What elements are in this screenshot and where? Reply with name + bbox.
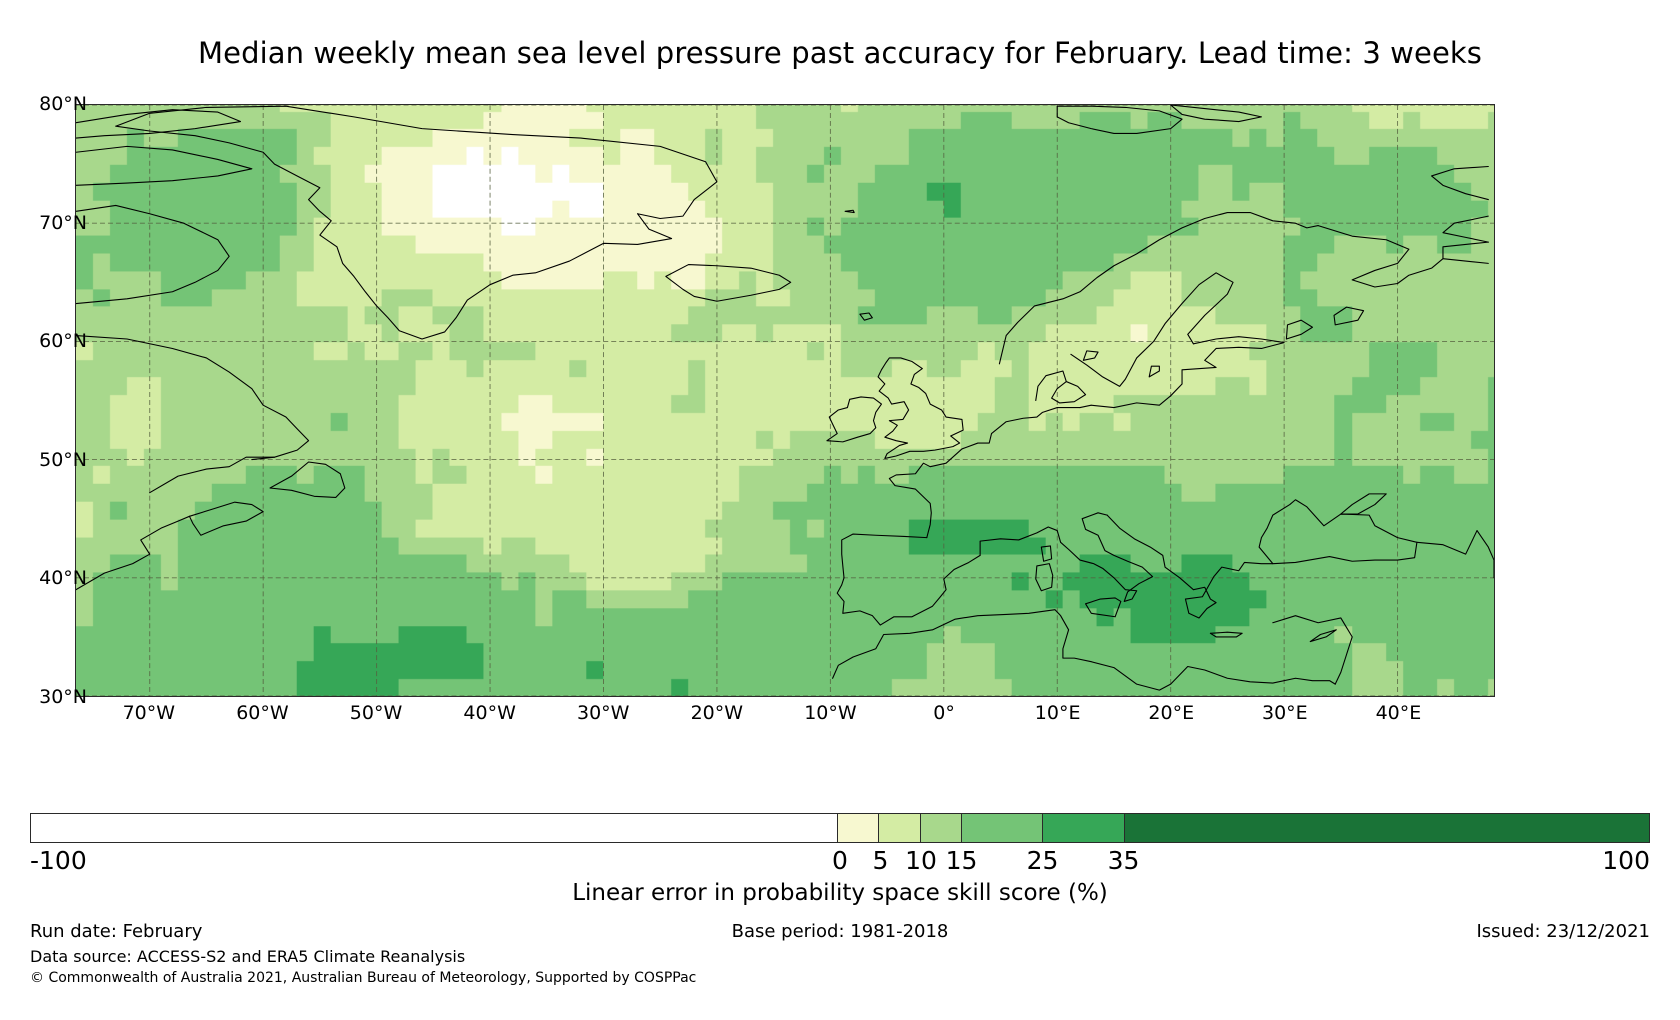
colorbar-tick-2: 5 [872,846,889,875]
lat-tick-40: 40°N [39,567,87,590]
lat-tick-50: 50°N [39,448,87,471]
colorbar-band-3 [920,814,962,842]
colorbar-tick-6: 35 [1107,846,1140,875]
colorbar-tick-4: 15 [945,846,978,875]
map-plot-area [75,104,1495,697]
colorbar-swatches [30,813,1650,843]
colorbar-band-0 [31,814,838,842]
colorbar-band-6 [1125,814,1649,842]
lat-tick-70: 70°N [39,211,87,234]
lon-tick-30: 30°E [1261,702,1308,724]
colorbar-tick-5: 25 [1026,846,1059,875]
page-title: Median weekly mean sea level pressure pa… [198,36,1482,70]
colorbar-tick-0: -100 [30,846,87,875]
lat-tick-60: 60°N [39,330,87,353]
lat-tick-30: 30°N [39,686,87,708]
footer-issued-date: Issued: 23/12/2021 [1476,921,1650,942]
footer-data-source: Data source: ACCESS-S2 and ERA5 Climate … [30,947,466,966]
lon-tick-20: 20°E [1148,702,1195,724]
colorbar-band-4 [961,814,1044,842]
footer-copyright: © Commonwealth of Australia 2021, Austra… [30,970,697,986]
colorbar-band-1 [838,814,880,842]
lon-tick--20: 20°W [690,702,744,724]
colorbar-band-5 [1043,814,1126,842]
colorbar-label: Linear error in probability space skill … [572,880,1108,906]
skill-score-heatmap [76,105,1494,696]
footer-run-date: Run date: February [30,921,203,942]
lon-tick-10: 10°E [1034,702,1081,724]
lon-tick--40: 40°W [463,702,516,724]
lon-tick--50: 50°W [349,702,403,724]
footer-base-period: Base period: 1981-2018 [731,921,949,942]
lon-tick-0: 0° [933,702,955,724]
colorbar-tick-1: 0 [832,846,848,875]
lon-tick-40: 40°E [1375,702,1422,724]
lon-tick--30: 30°W [577,702,630,724]
lon-tick--70: 70°W [122,702,176,724]
colorbar-tick-3: 10 [905,846,937,875]
lon-tick--10: 10°W [804,702,857,724]
lon-tick--60: 60°W [236,702,289,724]
colorbar [30,813,1650,843]
colorbar-band-2 [879,814,921,842]
lat-tick-80: 80°N [39,93,87,115]
colorbar-tick-7: 100 [1602,846,1650,875]
